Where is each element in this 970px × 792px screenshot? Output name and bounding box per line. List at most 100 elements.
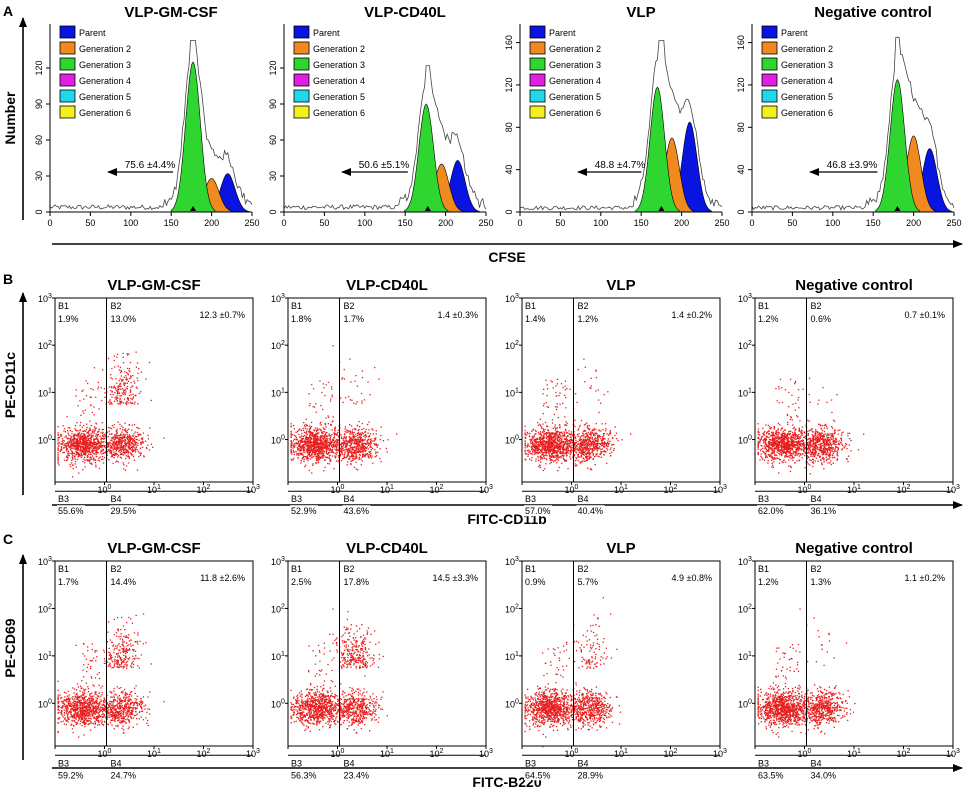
event-dot bbox=[600, 452, 603, 455]
event-dot bbox=[70, 438, 72, 440]
event-dot bbox=[131, 449, 133, 451]
event-dot bbox=[549, 433, 551, 435]
event-dot bbox=[96, 453, 98, 455]
event-dot bbox=[124, 435, 126, 437]
event-dot bbox=[336, 451, 338, 454]
event-dot bbox=[317, 456, 319, 458]
event-dot bbox=[116, 437, 119, 439]
legend-swatch bbox=[529, 73, 546, 87]
panel-label-a: A bbox=[3, 3, 13, 19]
event-dot bbox=[125, 375, 127, 377]
event-dot bbox=[103, 451, 106, 454]
event-dot bbox=[568, 450, 570, 452]
event-dot bbox=[120, 371, 122, 374]
event-dot bbox=[366, 441, 368, 443]
event-dot bbox=[338, 442, 340, 444]
event-dot bbox=[558, 435, 560, 437]
event-dot bbox=[58, 437, 61, 439]
event-dot bbox=[540, 443, 543, 445]
event-dot bbox=[559, 432, 561, 434]
event-dot bbox=[603, 442, 605, 445]
event-dot bbox=[345, 439, 347, 441]
event-dot bbox=[93, 442, 95, 444]
event-dot bbox=[331, 394, 333, 396]
legend-swatch bbox=[59, 105, 76, 119]
event-dot bbox=[120, 401, 123, 404]
event-dot bbox=[103, 446, 106, 448]
event-dot bbox=[127, 454, 129, 456]
event-dot bbox=[603, 435, 605, 437]
event-dot bbox=[358, 429, 360, 431]
event-dot bbox=[145, 378, 147, 380]
event-dot bbox=[76, 434, 78, 436]
event-dot bbox=[320, 439, 322, 441]
event-dot bbox=[95, 464, 97, 466]
event-dot bbox=[531, 436, 533, 438]
scatter-title: VLP-CD40L bbox=[346, 277, 428, 294]
event-dot bbox=[83, 458, 85, 460]
event-dot bbox=[90, 447, 92, 449]
event-dot bbox=[527, 433, 529, 435]
event-dot bbox=[569, 444, 571, 447]
event-dot bbox=[555, 427, 557, 429]
event-dot bbox=[363, 446, 365, 448]
event-dot bbox=[767, 460, 769, 462]
event-dot bbox=[315, 436, 317, 438]
event-dot bbox=[303, 434, 306, 437]
event-dot bbox=[58, 464, 60, 466]
event-dot bbox=[121, 453, 123, 455]
event-dot bbox=[85, 454, 87, 456]
event-dot bbox=[68, 437, 70, 440]
event-dot bbox=[588, 443, 590, 445]
event-dot bbox=[68, 440, 70, 442]
panel-b-ylabel: PE-CD11c bbox=[2, 352, 18, 418]
event-dot bbox=[119, 423, 121, 426]
event-dot bbox=[107, 442, 109, 444]
event-dot bbox=[534, 447, 537, 449]
event-dot bbox=[100, 445, 103, 447]
event-dot bbox=[122, 393, 124, 395]
event-dot bbox=[614, 426, 616, 428]
event-dot bbox=[315, 461, 317, 464]
event-dot bbox=[586, 444, 588, 446]
event-dot bbox=[102, 462, 105, 464]
event-dot bbox=[592, 441, 594, 443]
event-dot bbox=[541, 444, 543, 447]
event-dot bbox=[330, 386, 333, 388]
event-dot bbox=[562, 457, 564, 459]
event-dot bbox=[607, 445, 609, 448]
event-dot bbox=[540, 455, 542, 458]
event-dot bbox=[553, 413, 555, 416]
event-dot bbox=[545, 442, 547, 444]
event-dot bbox=[111, 367, 113, 370]
event-dot bbox=[554, 460, 556, 462]
event-dot bbox=[574, 437, 577, 439]
event-dot bbox=[589, 448, 591, 450]
event-dot bbox=[584, 430, 587, 432]
event-dot bbox=[370, 438, 372, 440]
event-dot bbox=[77, 433, 79, 435]
event-dot bbox=[123, 452, 125, 454]
event-dot bbox=[70, 449, 72, 451]
event-dot bbox=[361, 439, 363, 441]
event-dot bbox=[328, 457, 330, 459]
event-dot bbox=[114, 391, 116, 394]
event-dot bbox=[116, 436, 118, 438]
event-dot bbox=[564, 460, 566, 462]
event-dot bbox=[317, 457, 320, 459]
event-dot bbox=[117, 421, 119, 423]
event-dot bbox=[133, 423, 136, 426]
event-dot bbox=[612, 437, 614, 439]
event-dot bbox=[547, 441, 549, 444]
event-dot bbox=[358, 438, 360, 440]
event-dot bbox=[329, 458, 331, 460]
event-dot bbox=[74, 428, 76, 430]
event-dot bbox=[588, 441, 590, 443]
event-dot bbox=[86, 449, 88, 451]
event-dot bbox=[332, 420, 334, 422]
event-dot bbox=[354, 452, 357, 454]
event-dot bbox=[119, 451, 121, 454]
event-dot bbox=[307, 436, 310, 439]
event-dot bbox=[544, 451, 546, 453]
event-dot bbox=[332, 444, 334, 447]
